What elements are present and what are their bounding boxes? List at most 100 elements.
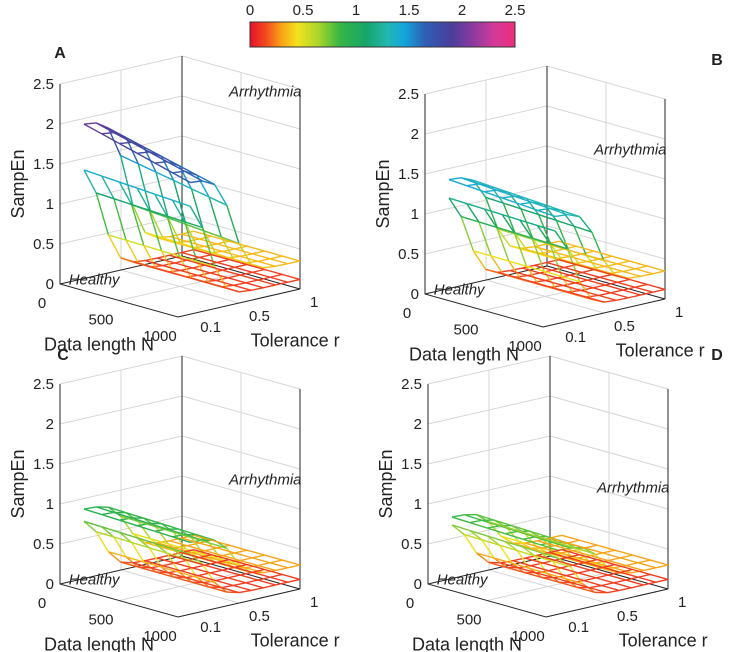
- series-label-healthy: Healthy: [437, 572, 489, 589]
- surface-mesh-line: [154, 542, 173, 550]
- surface-mesh-line: [590, 566, 603, 571]
- surface-mesh-line: [603, 299, 617, 303]
- surface-mesh-line: [222, 552, 235, 557]
- surface-mesh-line: [101, 175, 120, 183]
- surface-mesh-line: [155, 171, 174, 182]
- surface-mesh-line: [500, 535, 519, 542]
- surface-mesh-line: [101, 526, 120, 533]
- surface-mesh-line: [620, 557, 639, 564]
- colorbar-tick-label: 0: [246, 2, 254, 19]
- surface-mesh-line: [579, 539, 598, 546]
- surface-mesh-line: [575, 260, 588, 264]
- surface-mesh-line: [257, 576, 271, 581]
- z-axis-label: SampEn: [8, 149, 28, 218]
- floor-grid-r: [120, 569, 240, 604]
- surface-mesh-line: [246, 563, 265, 571]
- surface-mesh-line: [199, 556, 218, 564]
- surface-mesh-line: [95, 192, 110, 236]
- surface-healthy: [83, 520, 301, 594]
- surface-mesh-line: [172, 170, 185, 174]
- z-axis-label: SampEn: [8, 449, 28, 518]
- frame-edge: [427, 384, 669, 618]
- z-tick-label: 0.5: [398, 246, 419, 263]
- surface-mesh-line: [211, 539, 230, 546]
- floor-grid-r: [485, 279, 605, 314]
- surface-mesh-line: [478, 221, 497, 228]
- surface-mesh-line: [590, 569, 609, 576]
- surface-mesh-line: [240, 255, 259, 263]
- y-tick-label: 0.1: [200, 319, 221, 336]
- surface-mesh-line: [157, 254, 170, 259]
- surface-mesh-line: [580, 287, 594, 292]
- surface-mesh-line: [448, 178, 467, 187]
- surface-mesh-line: [252, 253, 271, 260]
- surface-mesh-line: [567, 542, 586, 549]
- surface-mesh-line: [562, 282, 576, 287]
- surface-mesh-line: [523, 531, 542, 539]
- surface-mesh-line: [240, 274, 259, 281]
- surface-mesh-line: [95, 122, 115, 134]
- surface-mesh-line: [161, 250, 180, 257]
- surface-mesh-line: [185, 223, 204, 232]
- surface-mesh-line: [655, 564, 669, 569]
- surface-mesh-line: [566, 248, 581, 282]
- surface-mesh-line: [174, 545, 188, 549]
- x-tick-label: 0: [38, 595, 46, 612]
- surface-mesh-line: [501, 213, 521, 221]
- z-tick-label: 0: [46, 276, 54, 293]
- surface-mesh-line: [561, 549, 580, 556]
- surface-mesh-line: [572, 564, 591, 571]
- surface-mesh-line: [125, 556, 144, 563]
- surface-mesh-line: [549, 551, 568, 559]
- surface-mesh-line: [166, 215, 180, 257]
- surface-mesh-line: [210, 272, 229, 279]
- surface-mesh-line: [611, 273, 630, 281]
- surface-mesh-line: [138, 163, 157, 173]
- surface-mesh-line: [598, 292, 611, 297]
- surface-mesh-line: [263, 265, 276, 269]
- surface-mesh-line: [643, 581, 656, 586]
- surface-mesh-line: [487, 525, 500, 529]
- surface-mesh-line: [534, 264, 553, 271]
- surface-mesh-line: [589, 584, 602, 589]
- surface-mesh-line: [196, 261, 210, 284]
- z-tick-label: 2.5: [401, 376, 422, 393]
- surface-mesh-line: [143, 146, 157, 173]
- surface-mesh-line: [472, 250, 487, 270]
- surface-mesh-line: [215, 279, 234, 287]
- surface-mesh-line: [650, 559, 669, 566]
- surface-mesh-line: [608, 559, 627, 567]
- surface-mesh-line: [178, 165, 198, 176]
- surface-mesh-line: [576, 245, 595, 252]
- surface-mesh-line: [210, 252, 229, 259]
- surface-mesh-line: [203, 230, 222, 238]
- surface-mesh-line: [519, 219, 538, 227]
- surface-mesh-line: [174, 259, 188, 264]
- surface-mesh-line: [484, 197, 499, 230]
- surface-mesh-line: [204, 564, 223, 571]
- grid-line-z: [424, 105, 666, 140]
- colorbar-tick-label: 1.5: [399, 2, 420, 19]
- surface-mesh-line: [257, 279, 276, 286]
- surface-mesh-line: [162, 565, 181, 572]
- surface-mesh-line: [203, 553, 222, 560]
- surface-mesh-line: [136, 187, 150, 211]
- surface-mesh-line: [132, 532, 151, 540]
- surface-mesh-line: [568, 291, 587, 298]
- surface-mesh-line: [601, 567, 620, 574]
- surface-mesh-line: [199, 256, 218, 264]
- surface-mesh-line: [655, 578, 669, 583]
- surface-mesh-line: [83, 520, 102, 528]
- surface-mesh-line: [138, 520, 157, 528]
- surface-mesh-line: [208, 586, 227, 593]
- surface-mesh-line: [108, 234, 127, 241]
- surface-mesh-line: [269, 573, 283, 578]
- surface-mesh-line: [227, 577, 246, 584]
- surface-mesh-line: [478, 183, 497, 191]
- surface-mesh-line: [546, 261, 565, 269]
- surface-mesh-line: [192, 264, 205, 269]
- surface-mesh-line: [620, 554, 633, 559]
- surface-mesh-line: [620, 571, 639, 578]
- surface-mesh-line: [537, 224, 556, 232]
- surface-mesh-line: [213, 184, 228, 206]
